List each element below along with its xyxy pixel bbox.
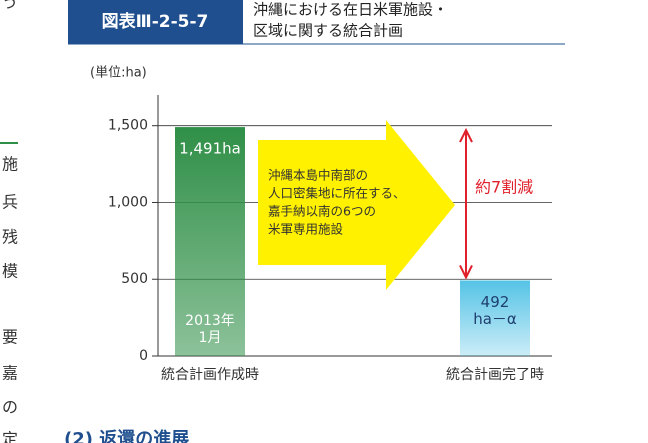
- reduction-label: 約7割減: [475, 178, 533, 197]
- bar-note: 1月: [199, 330, 222, 346]
- arrow-text: 嘉手納以南の6つの: [268, 204, 376, 219]
- value-label: 492: [481, 293, 510, 311]
- margin-char: 施: [2, 155, 18, 174]
- y-tick-label: 0: [139, 348, 148, 364]
- unit-label: (単位:ha): [90, 65, 147, 81]
- bar: [175, 127, 245, 356]
- x-tick-label: 統合計画完了時: [446, 367, 544, 383]
- figure-title: 区域に関する統合計画: [253, 22, 403, 40]
- arrow-text: 人口密集地に所在する、: [268, 186, 406, 201]
- margin-char: の: [2, 398, 18, 417]
- arrow: [258, 120, 455, 290]
- bar-note: 2013年: [185, 313, 235, 329]
- reduction-arrow-head: [459, 265, 473, 280]
- margin-char: 嘉: [2, 364, 18, 383]
- margin-char: 模: [2, 262, 18, 281]
- figure-title: 沖縄における在日米軍施設・: [253, 1, 448, 19]
- margin-char: 残: [2, 228, 18, 247]
- arrow-text: 米軍専用施設: [268, 222, 344, 237]
- y-tick-label: 1,500: [108, 118, 148, 134]
- y-tick-label: 500: [121, 271, 148, 287]
- arrow-text: 沖縄本島中南部の: [268, 168, 368, 183]
- margin-char: 兵: [2, 193, 18, 212]
- section-heading: (2) 返還の進展: [64, 428, 190, 443]
- figure-number-box: [68, 0, 243, 44]
- margin-char: 定: [2, 430, 18, 443]
- value-label: 1,491ha: [179, 140, 241, 158]
- margin-char: う: [2, 0, 18, 12]
- value-label: ha－α: [473, 310, 517, 328]
- x-tick-label: 統合計画作成時: [161, 367, 259, 383]
- reduction-arrow-head: [459, 127, 473, 143]
- figure-number: 図表Ⅲ-2-5-7: [102, 11, 209, 32]
- y-tick-label: 1,000: [108, 194, 148, 210]
- bar: [460, 280, 530, 356]
- margin-char: 要: [2, 328, 18, 347]
